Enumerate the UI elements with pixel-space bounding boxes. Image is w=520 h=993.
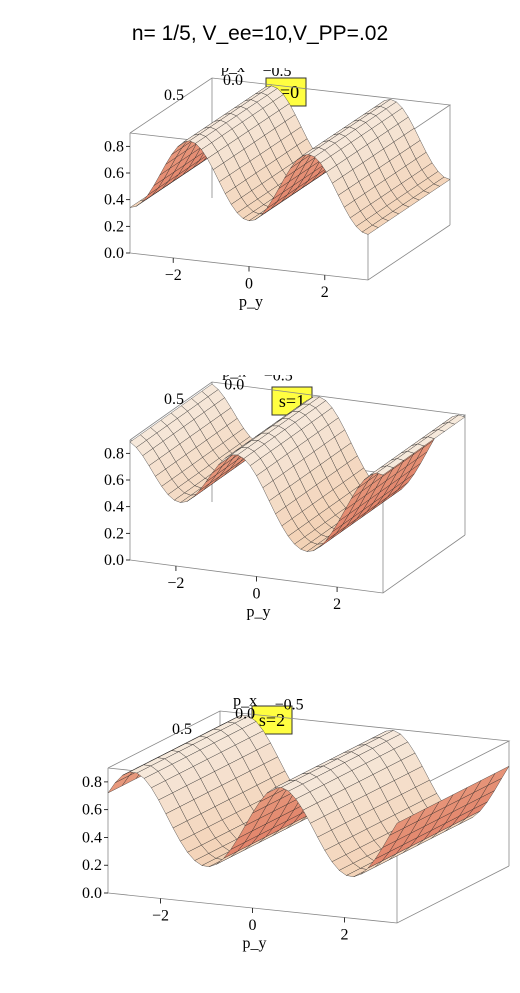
z-tick-label: 0.2 <box>104 525 124 542</box>
px-axis-label: p_x <box>233 693 257 709</box>
py-axis-label: p_y <box>247 604 271 621</box>
z-tick-label: 0.0 <box>104 552 124 569</box>
panel-label-text: s=2 <box>259 710 285 730</box>
py-axis-label: p_y <box>239 294 263 311</box>
px-tick-label: 0.0 <box>224 377 244 394</box>
z-tick-label: 0.6 <box>82 802 102 819</box>
z-tick-label: 0.6 <box>104 472 124 489</box>
px-tick-label: −0.5 <box>264 375 293 385</box>
py-tick-label: −2 <box>167 575 184 592</box>
panel-s2: s=2 0.8 0.6 0.4 0.2 0.0 0.5 p_x 0.0 −0.5 −2 0 2 p_y <box>0 692 520 993</box>
z-tick-label: 0.2 <box>82 857 102 874</box>
z-axis-ticks: 0.8 0.6 0.4 0.2 0.0 <box>104 445 130 569</box>
py-tick-label: 2 <box>321 284 329 301</box>
px-tick-label: −0.5 <box>263 68 292 80</box>
z-tick-label: 0.2 <box>104 218 124 235</box>
panel-label-text: s=1 <box>279 391 305 411</box>
py-tick-label: −2 <box>165 267 182 284</box>
z-tick-label: 0.4 <box>104 499 124 516</box>
py-tick-label: 2 <box>333 596 341 613</box>
px-back-tick-label: 0.5 <box>172 721 192 738</box>
px-tick-label: −0.5 <box>275 696 304 713</box>
px-tick-label: 0.0 <box>223 72 243 89</box>
z-axis-ticks: 0.8 0.6 0.4 0.2 0.0 <box>104 138 130 262</box>
z-tick-label: 0.0 <box>104 245 124 262</box>
py-axis-ticks: −2 0 2 <box>152 898 349 944</box>
px-back-tick-label: 0.5 <box>164 87 184 104</box>
z-tick-label: 0.8 <box>104 138 124 155</box>
py-tick-label: 0 <box>245 276 253 293</box>
py-axis-ticks: −2 0 2 <box>165 257 329 301</box>
z-axis-ticks: 0.8 0.6 0.4 0.2 0.0 <box>82 774 108 902</box>
z-tick-label: 0.8 <box>82 774 102 791</box>
py-axis-ticks: −2 0 2 <box>167 565 341 613</box>
px-tick-label: 0.0 <box>235 705 255 722</box>
py-axis-label: p_y <box>243 935 267 952</box>
surface-0 <box>129 85 451 235</box>
py-tick-label: 2 <box>341 927 349 944</box>
py-tick-label: 0 <box>249 917 257 934</box>
surface-1 <box>129 383 466 552</box>
py-tick-label: −2 <box>152 907 169 924</box>
figure-title: n= 1/5, V_ee=10,V_PP=.02 <box>131 22 389 45</box>
surface-2 <box>107 714 510 878</box>
z-tick-label: 0.6 <box>104 165 124 182</box>
z-tick-label: 0.4 <box>82 829 102 846</box>
z-tick-label: 0.0 <box>82 885 102 902</box>
py-tick-label: 0 <box>253 586 261 603</box>
px-back-tick-label: 0.5 <box>164 391 184 408</box>
z-tick-label: 0.8 <box>104 445 124 462</box>
z-tick-label: 0.4 <box>104 192 124 209</box>
